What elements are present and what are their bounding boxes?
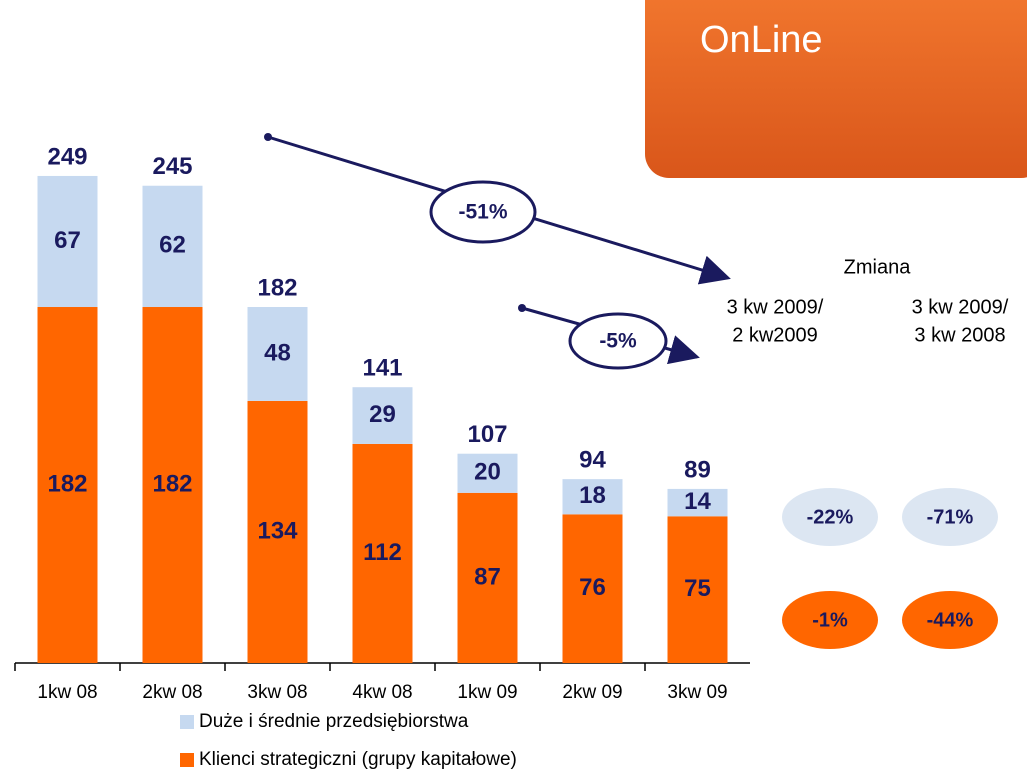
- bar-segment: [352, 387, 413, 444]
- value-label: 75: [684, 575, 711, 602]
- change-header: 3 kw 2008: [914, 324, 1005, 346]
- total-label: 141: [362, 355, 402, 382]
- change-value: -1%: [812, 609, 848, 631]
- change-value: -22%: [807, 506, 854, 528]
- x-tick-label: 2kw 08: [142, 682, 202, 703]
- value-label: 20: [474, 459, 501, 486]
- change-badge: [782, 591, 878, 649]
- total-label: 245: [152, 153, 192, 180]
- legend-label: Klienci strategiczni (grupy kapitałowe): [199, 749, 517, 770]
- bar-segment: [37, 307, 98, 663]
- bar-segment: [667, 488, 728, 517]
- x-tick-label: 1kw 09: [457, 682, 517, 703]
- bar-segment: [352, 443, 413, 663]
- total-label: 89: [684, 456, 711, 483]
- value-label: 182: [152, 470, 192, 497]
- change-badge: [782, 488, 878, 546]
- change-header: 3 kw 2009/: [912, 296, 1009, 318]
- legend-swatch: [180, 753, 194, 767]
- change-title: Zmiana: [844, 256, 912, 278]
- logo-badge: [645, 0, 1027, 178]
- annotation-ellipse: [429, 180, 537, 244]
- change-value: -71%: [927, 506, 974, 528]
- x-tick-label: 3kw 08: [247, 682, 307, 703]
- bar-segment: [247, 307, 308, 401]
- x-tick-label: 2kw 09: [562, 682, 622, 703]
- value-label: 18: [579, 482, 606, 509]
- x-tick-label: 4kw 08: [352, 682, 412, 703]
- total-label: 94: [579, 446, 606, 473]
- bar-segment: [562, 479, 623, 515]
- change-value: -44%: [927, 609, 974, 631]
- bar-segment: [247, 400, 308, 663]
- value-label: 112: [363, 539, 402, 566]
- arrow-dot: [518, 304, 526, 312]
- bar-segment: [37, 175, 98, 308]
- value-label: 48: [264, 339, 291, 366]
- annotation: -51%: [458, 201, 507, 224]
- change-badge: [902, 488, 998, 546]
- bar-segment: [142, 307, 203, 663]
- change-header: 2 kw2009: [732, 324, 818, 346]
- value-label: 14: [684, 488, 711, 515]
- change-badge: [902, 591, 998, 649]
- value-label: 134: [257, 517, 298, 544]
- value-label: 76: [579, 574, 606, 601]
- value-label: 182: [47, 470, 87, 497]
- bar-segment: [457, 453, 518, 493]
- annotation: -5%: [599, 330, 637, 353]
- bar-segment: [142, 185, 203, 308]
- bar-segment: [457, 492, 518, 663]
- total-label: 249: [47, 143, 87, 170]
- total-label: 107: [467, 421, 507, 448]
- arrow-dot: [264, 133, 272, 141]
- total-label: 182: [257, 274, 297, 301]
- legend-label: Duże i średnie przedsiębiorstwa: [199, 711, 469, 732]
- bar-segment: [562, 514, 623, 663]
- x-tick-label: 1kw 08: [37, 682, 97, 703]
- x-tick-label: 3kw 09: [667, 682, 727, 703]
- logo-text: OnLine: [700, 19, 823, 61]
- change-header: 3 kw 2009/: [727, 296, 824, 318]
- value-label: 87: [474, 563, 501, 590]
- value-label: 29: [369, 401, 396, 428]
- bar-segment: [667, 516, 728, 663]
- annotation-ellipse: [568, 312, 668, 370]
- value-label: 62: [159, 232, 186, 259]
- legend-swatch: [180, 715, 194, 729]
- value-label: 67: [54, 227, 81, 254]
